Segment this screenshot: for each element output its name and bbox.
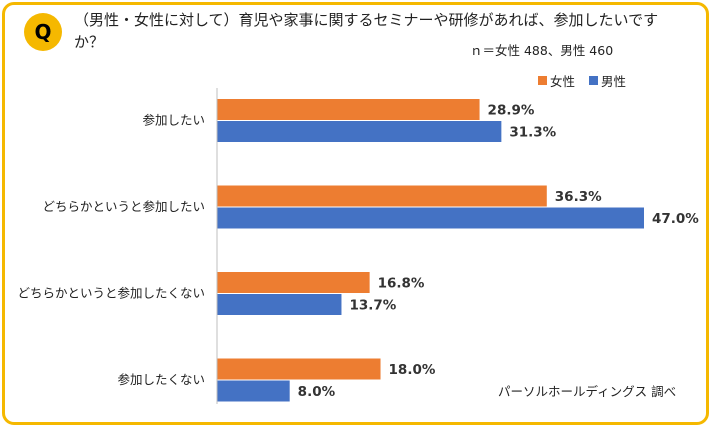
data-label-women: 16.8%	[378, 276, 425, 292]
legend-swatch-women	[538, 76, 547, 85]
sample-size: ｎ＝女性 488、男性 460	[470, 43, 614, 58]
legend-label-women: 女性	[550, 74, 576, 89]
data-label-women: 18.0%	[389, 362, 436, 378]
data-label-men: 13.7%	[349, 298, 396, 314]
bar-men	[217, 294, 342, 315]
data-label-men: 47.0%	[652, 211, 699, 227]
category-label: どちらかというと参加したくない	[17, 286, 205, 301]
legend-swatch-men	[589, 76, 599, 85]
bar-men	[217, 207, 644, 229]
source-note: パーソルホールディングス 調べ	[498, 384, 677, 399]
data-label-women: 36.3%	[555, 189, 602, 205]
legend-label-men: 男性	[601, 74, 627, 89]
bar-men	[217, 121, 502, 142]
bar-women	[217, 185, 547, 207]
data-label-men: 31.3%	[509, 125, 556, 141]
data-label-men: 8.0%	[298, 384, 336, 400]
question-text: （男性・女性に対して）育児や家事に関するセミナーや研修があれば、参加したいですか…	[74, 11, 659, 51]
bar-men	[217, 380, 290, 402]
bar-women	[217, 99, 480, 120]
bar-women	[217, 358, 381, 380]
data-label-women: 28.9%	[488, 103, 535, 119]
legend-item-men: 男性	[589, 71, 626, 90]
category-label: 参加したい	[142, 113, 205, 128]
legend-item-women: 女性	[538, 71, 575, 90]
category-label: 参加したくない	[117, 372, 205, 387]
bar-women	[217, 272, 370, 293]
question-badge: Q	[24, 13, 62, 51]
legend: 女性 男性	[538, 71, 626, 90]
category-label: どちらかというと参加したい	[42, 199, 205, 214]
